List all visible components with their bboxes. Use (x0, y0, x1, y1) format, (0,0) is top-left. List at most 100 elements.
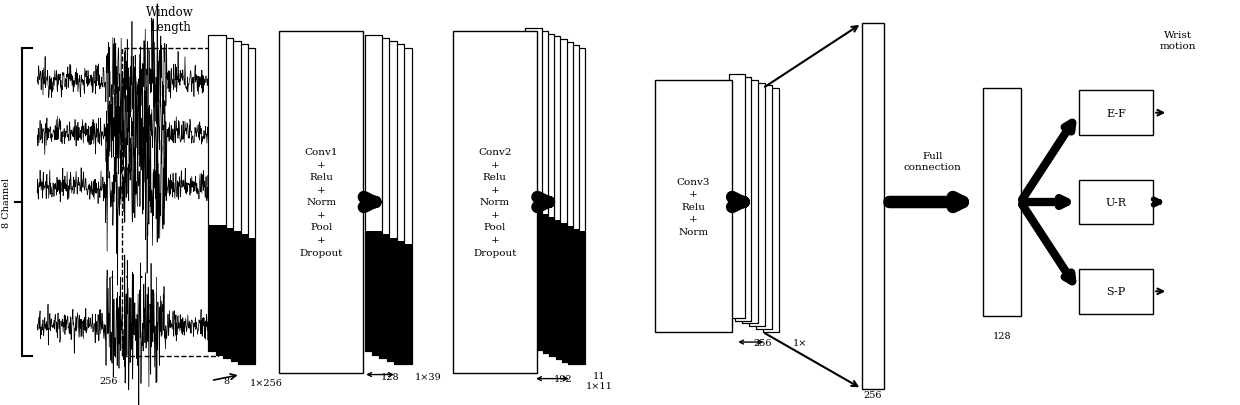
Text: 1×: 1× (792, 338, 807, 347)
Bar (394, 49, 412, 365)
Bar (279, 32, 363, 373)
Bar (549, 223, 567, 356)
Bar (862, 24, 884, 389)
Bar (763, 89, 779, 332)
Bar (1079, 91, 1153, 136)
Bar (543, 37, 560, 353)
Bar (749, 83, 765, 326)
Bar (562, 46, 579, 362)
Bar (562, 229, 579, 362)
Text: Conv1
+
Relu
+
Norm
+
Pool
+
Dropout: Conv1 + Relu + Norm + Pool + Dropout (300, 148, 342, 257)
Text: 128: 128 (992, 332, 1012, 341)
Bar (223, 42, 241, 358)
Text: 192: 192 (553, 374, 573, 383)
Bar (238, 49, 255, 365)
Bar (372, 39, 389, 355)
Text: Wrist
motion: Wrist motion (1159, 30, 1197, 51)
Bar (742, 81, 759, 324)
Bar (216, 228, 233, 355)
Text: E-F: E-F (1106, 109, 1126, 118)
Bar (543, 220, 560, 353)
Bar (729, 75, 744, 318)
Text: Conv3
+
Relu
+
Norm: Conv3 + Relu + Norm (676, 177, 711, 236)
Bar (556, 43, 573, 359)
Text: 13: 13 (559, 303, 572, 312)
Bar (223, 232, 241, 358)
Bar (365, 232, 382, 352)
Bar (379, 238, 397, 358)
Bar (387, 45, 404, 361)
Text: ·  ·  ·: · · · (110, 271, 144, 284)
Bar (453, 32, 537, 373)
Bar (562, 46, 579, 362)
Bar (372, 235, 389, 355)
Bar (549, 40, 567, 356)
Bar (735, 78, 751, 321)
Bar (365, 36, 382, 352)
Text: 8: 8 (224, 376, 229, 385)
Bar (1079, 269, 1153, 314)
Text: 1×256: 1×256 (250, 378, 283, 387)
Bar (735, 78, 751, 321)
Bar (238, 49, 255, 365)
Bar (525, 29, 542, 345)
Bar (537, 217, 554, 350)
Bar (742, 81, 759, 324)
Text: 1×39: 1×39 (414, 372, 441, 381)
Text: 256: 256 (864, 390, 882, 399)
Bar (537, 34, 554, 350)
Bar (394, 245, 412, 364)
Bar (231, 45, 248, 361)
Bar (749, 83, 765, 326)
Bar (372, 39, 389, 355)
Bar (208, 36, 226, 352)
Bar (543, 37, 560, 353)
Text: 11: 11 (593, 371, 605, 380)
Bar (531, 32, 548, 347)
Text: U-R: U-R (1106, 198, 1126, 207)
Bar (208, 225, 226, 352)
Bar (549, 40, 567, 356)
Text: Conv2
+
Relu
+
Norm
+
Pool
+
Dropout: Conv2 + Relu + Norm + Pool + Dropout (474, 148, 516, 257)
Bar (525, 29, 542, 345)
Text: Full
connection: Full connection (904, 152, 961, 172)
Text: 256: 256 (100, 376, 118, 385)
Bar (568, 49, 585, 365)
Bar (983, 89, 1021, 316)
Bar (531, 215, 548, 347)
Bar (756, 86, 771, 329)
Text: 256: 256 (754, 338, 771, 347)
Text: 23: 23 (386, 303, 398, 312)
Bar (525, 212, 542, 345)
Bar (531, 32, 548, 347)
Bar (394, 49, 412, 365)
Text: Window
Length: Window Length (146, 6, 193, 34)
Bar (231, 45, 248, 361)
Bar (238, 238, 255, 364)
Bar (216, 39, 233, 355)
Bar (122, 49, 218, 356)
Bar (387, 45, 404, 361)
Bar (1079, 180, 1153, 225)
Bar (568, 49, 585, 365)
Text: 1×11: 1×11 (585, 381, 613, 390)
Bar (655, 81, 732, 332)
Bar (537, 34, 554, 350)
Text: 8 Channel: 8 Channel (1, 177, 11, 228)
Text: S-P: S-P (1106, 287, 1126, 296)
Bar (379, 42, 397, 358)
Bar (379, 42, 397, 358)
Bar (231, 235, 248, 361)
Bar (208, 36, 226, 352)
Text: 128: 128 (381, 372, 401, 381)
Bar (763, 89, 779, 332)
Bar (729, 75, 744, 318)
Bar (556, 226, 573, 359)
Bar (756, 86, 771, 329)
Bar (216, 39, 233, 355)
Bar (365, 36, 382, 352)
Bar (556, 43, 573, 359)
Bar (223, 42, 241, 358)
Bar (568, 232, 585, 364)
Bar (387, 241, 404, 361)
